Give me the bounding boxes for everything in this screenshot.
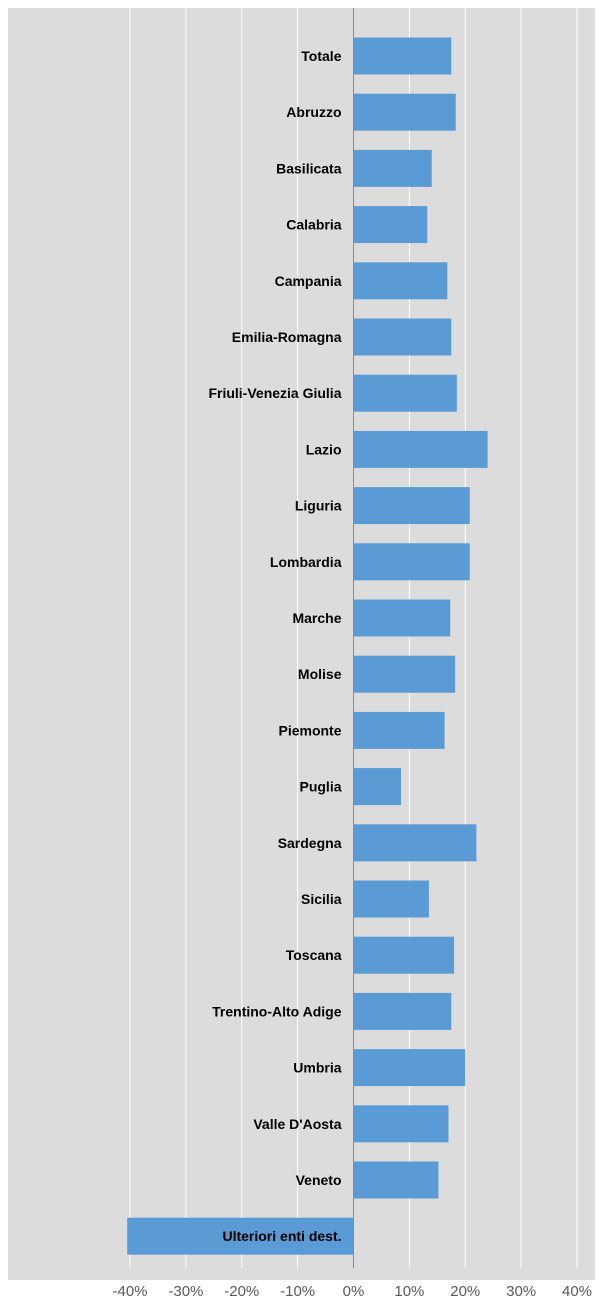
x-tick-label-1: -30% bbox=[168, 1283, 203, 1300]
category-label-3: Calabria bbox=[286, 217, 341, 233]
bar-0 bbox=[353, 37, 452, 75]
x-tick-label-0: -40% bbox=[112, 1283, 147, 1300]
category-label-15: Sicilia bbox=[301, 891, 342, 907]
bar-7 bbox=[353, 430, 488, 468]
category-label-4: Campania bbox=[275, 273, 342, 289]
category-label-5: Emilia-Romagna bbox=[232, 329, 342, 345]
x-tick-labels: -40% -30% -20% -10% 0% 10% 20% 30% 40% bbox=[112, 1283, 592, 1300]
x-tick-label-2: -20% bbox=[224, 1283, 259, 1300]
bar-11 bbox=[353, 655, 456, 693]
bar-20 bbox=[353, 1161, 439, 1199]
category-label-13: Puglia bbox=[299, 779, 341, 795]
bar-5 bbox=[353, 318, 452, 356]
bar-21 bbox=[127, 1217, 354, 1255]
bar-15 bbox=[353, 880, 429, 918]
category-label-11: Molise bbox=[298, 666, 342, 682]
category-label-18: Umbria bbox=[293, 1060, 341, 1076]
bar-16 bbox=[353, 936, 455, 974]
bar-19 bbox=[353, 1105, 449, 1143]
bar-4 bbox=[353, 262, 448, 300]
x-tick-label-4: 0% bbox=[343, 1283, 365, 1300]
bar-12 bbox=[353, 711, 445, 749]
category-label-1: Abruzzo bbox=[286, 104, 341, 120]
category-label-9: Lombardia bbox=[270, 554, 342, 570]
category-label-0: Totale bbox=[301, 48, 341, 64]
bars bbox=[127, 37, 488, 1255]
category-labels: Totale Abruzzo Basilicata Calabria Campania E… bbox=[208, 48, 341, 1244]
bar-18 bbox=[353, 1049, 466, 1087]
x-tick-label-8: 40% bbox=[562, 1283, 592, 1300]
category-label-7: Lazio bbox=[306, 441, 342, 457]
category-label-12: Piemonte bbox=[278, 722, 341, 738]
bar-10 bbox=[353, 599, 451, 637]
x-tick-label-6: 20% bbox=[450, 1283, 480, 1300]
category-label-17: Trentino-Alto Adige bbox=[212, 1003, 342, 1019]
bar-9 bbox=[353, 543, 470, 581]
bar-8 bbox=[353, 487, 470, 525]
category-label-16: Toscana bbox=[286, 947, 342, 963]
bar-1 bbox=[353, 93, 456, 131]
bar-17 bbox=[353, 992, 452, 1030]
category-label-10: Marche bbox=[292, 610, 341, 626]
bar-6 bbox=[353, 374, 457, 412]
bar-13 bbox=[353, 768, 401, 806]
category-label-19: Valle D'Aosta bbox=[253, 1116, 341, 1132]
bar-14 bbox=[353, 824, 477, 862]
category-label-6: Friuli-Venezia Giulia bbox=[208, 385, 341, 401]
category-label-20: Veneto bbox=[296, 1172, 342, 1188]
category-label-2: Basilicata bbox=[276, 160, 342, 176]
category-label-14: Sardegna bbox=[278, 835, 342, 851]
x-tick-label-3: -10% bbox=[280, 1283, 315, 1300]
bar-3 bbox=[353, 206, 428, 244]
x-tick-label-5: 10% bbox=[394, 1283, 424, 1300]
chart-background bbox=[8, 8, 595, 1280]
x-tick-label-7: 30% bbox=[506, 1283, 536, 1300]
gridlines bbox=[129, 8, 578, 1268]
category-label-21: Ulteriori enti dest. bbox=[222, 1228, 341, 1244]
bar-2 bbox=[353, 149, 432, 187]
category-label-8: Liguria bbox=[295, 498, 342, 514]
